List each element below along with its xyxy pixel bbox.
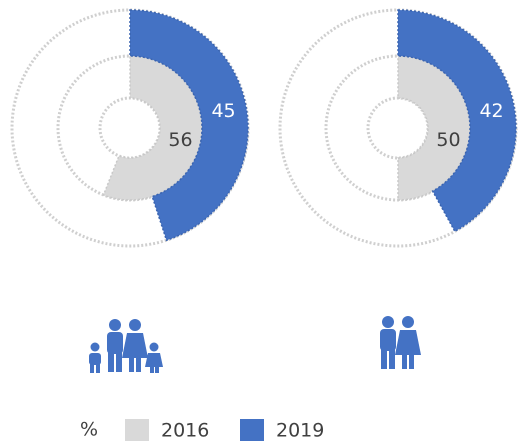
- legend-title: %: [80, 419, 98, 441]
- legend-swatch: [240, 419, 264, 441]
- radial-bar: [397, 9, 517, 233]
- value-label: 42: [479, 100, 503, 122]
- value-label: 45: [211, 100, 235, 122]
- legend-label: 2016: [161, 420, 209, 442]
- couple-icon: [380, 316, 421, 369]
- value-label: 50: [436, 129, 460, 151]
- radial-bar: [397, 55, 471, 201]
- value-label: 56: [168, 129, 192, 151]
- track-ring: [366, 96, 430, 160]
- legend-label: 2019: [276, 420, 324, 442]
- legend-swatch: [125, 419, 149, 441]
- radial-bar: [102, 55, 203, 201]
- family-icon: [89, 319, 163, 373]
- radial-bar: [129, 9, 249, 242]
